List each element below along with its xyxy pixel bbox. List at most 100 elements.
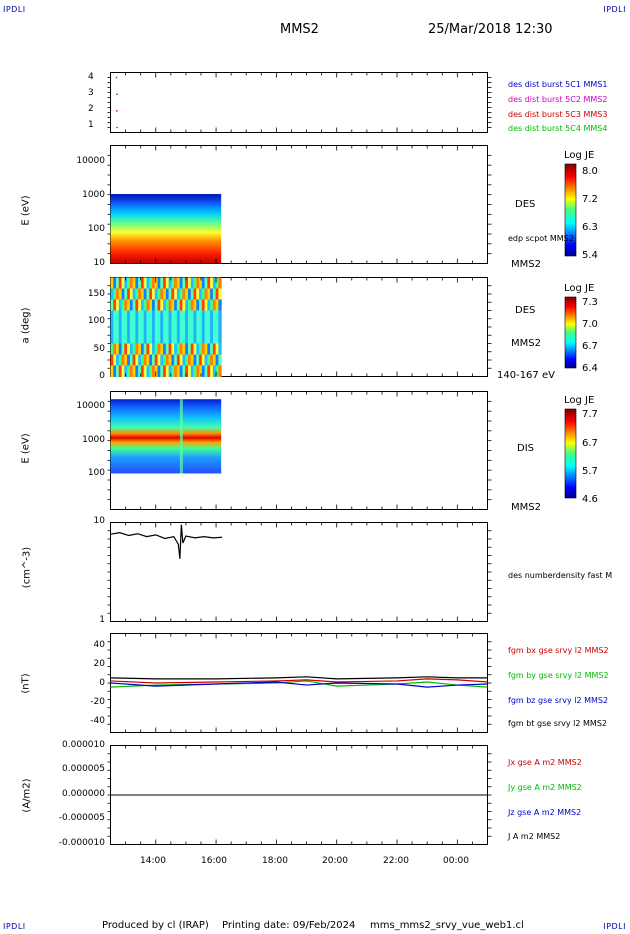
pitch-angle-cell — [190, 277, 195, 289]
pitch-angle-cell — [152, 277, 156, 289]
spacecraft-title: MMS2 — [280, 22, 319, 37]
pitch-angle-cell — [113, 365, 117, 377]
pitch-angle-cell — [132, 332, 136, 344]
panel5-density-line — [110, 524, 223, 559]
pitch-angle-cell — [138, 288, 142, 300]
panel1-point — [116, 110, 118, 112]
pitch-angle-cell — [160, 321, 164, 333]
pitch-angle-cell — [187, 343, 192, 355]
corner-label-top-right: IPDLI — [603, 5, 626, 14]
pitch-angle-cell — [157, 332, 161, 344]
pitch-angle-cell — [127, 288, 131, 300]
pitch-angle-cell — [157, 354, 161, 366]
pitch-angle-cell — [190, 310, 195, 322]
panel5-legend: des numberdensity fast M — [508, 571, 613, 580]
pitch-angle-cell — [201, 299, 206, 311]
pitch-angle-cell — [210, 277, 214, 289]
pitch-angle-cell — [163, 365, 167, 377]
pitch-angle-cell — [118, 288, 123, 300]
pitch-angle-cell — [152, 321, 156, 333]
pitch-angle-cell — [182, 277, 186, 289]
pitch-angle-cell — [176, 321, 181, 333]
panel2-ytick-10: 10 — [93, 258, 105, 268]
pitch-angle-cell — [190, 299, 195, 311]
pitch-angle-cell — [138, 343, 142, 355]
pitch-angle-cell — [118, 332, 123, 344]
pitch-angle-cell — [116, 365, 120, 377]
pitch-angle-cell — [215, 310, 219, 322]
pitch-angle-cell — [110, 310, 114, 322]
pitch-angle-cell — [190, 343, 195, 355]
pitch-angle-cell — [176, 354, 181, 366]
panel1-legend-2: des dist burst 5C2 MMS2 — [508, 95, 608, 104]
pitch-angle-cell — [196, 343, 200, 355]
pitch-angle-cell — [218, 343, 222, 355]
panel6-ytick-0: 0 — [99, 678, 105, 688]
pitch-angle-cell — [140, 343, 145, 355]
pitch-angle-cell — [210, 343, 214, 355]
pitch-angle-cell — [174, 321, 178, 333]
pitch-angle-cell — [157, 365, 161, 377]
pitch-angle-cell — [165, 332, 170, 344]
pitch-angle-cell — [204, 321, 208, 333]
pitch-angle-cell — [171, 321, 175, 333]
pitch-angle-cell — [193, 310, 197, 322]
pitch-angle-cell — [160, 288, 164, 300]
pitch-angle-cell — [204, 277, 208, 289]
pitch-angle-cell — [187, 299, 192, 311]
pitch-angle-cell — [146, 354, 150, 366]
pitch-angle-cell — [124, 365, 128, 377]
pitch-angle-cell — [124, 354, 128, 366]
pitch-angle-cell — [199, 288, 203, 300]
pitch-angle-cell — [179, 299, 183, 311]
xtick-0000: 00:00 — [443, 856, 469, 866]
pitch-angle-cell — [124, 288, 128, 300]
pitch-angle-cell — [113, 288, 117, 300]
pitch-angle-cell — [174, 343, 178, 355]
colorbar-3-title: Log JE — [564, 395, 595, 406]
pitch-angle-cell — [168, 365, 172, 377]
footer-produced-by: Produced by cl (IRAP) — [102, 920, 209, 931]
pitch-angle-cell — [174, 365, 178, 377]
pitch-angle-cell — [127, 310, 131, 322]
panel7-ytick-p10: 0.000010 — [62, 740, 105, 750]
pitch-angle-cell — [116, 288, 120, 300]
pitch-angle-cell — [215, 343, 219, 355]
pitch-angle-cell — [196, 288, 200, 300]
panel6-legend-bx: fgm bx gse srvy l2 MMS2 — [508, 646, 609, 655]
pitch-angle-cell — [118, 354, 123, 366]
colorbar-3 — [564, 408, 577, 499]
pitch-angle-cell — [160, 365, 164, 377]
pitch-angle-cell — [135, 321, 139, 333]
pitch-angle-cell — [138, 310, 142, 322]
pitch-angle-cell — [110, 354, 114, 366]
pitch-angle-cell — [212, 354, 217, 366]
corner-label-bottom-right: IPDLI — [603, 922, 626, 931]
panel1-ytick-2: 2 — [88, 104, 94, 114]
panel3-ytick-150: 150 — [87, 289, 105, 299]
pitch-angle-cell — [212, 343, 217, 355]
pitch-angle-cell — [116, 332, 120, 344]
pitch-angle-cell — [201, 332, 206, 344]
panel4-ytick-10000: 10000 — [76, 401, 105, 411]
pitch-angle-cell — [190, 288, 195, 300]
pitch-angle-cell — [124, 321, 128, 333]
pitch-angle-cell — [187, 277, 192, 289]
datetime-title: 25/Mar/2018 12:30 — [428, 22, 553, 37]
panel1-point — [116, 93, 118, 95]
pitch-angle-cell — [165, 310, 170, 322]
pitch-angle-cell — [129, 310, 134, 322]
pitch-angle-cell — [160, 343, 164, 355]
pitch-angle-cell — [207, 332, 211, 344]
pitch-angle-cell — [218, 277, 222, 289]
pitch-angle-cell — [140, 310, 145, 322]
pitch-angle-cell — [179, 343, 183, 355]
pitch-angle-cell — [132, 277, 136, 289]
pitch-angle-cell — [163, 299, 167, 311]
pitch-angle-cell — [154, 321, 159, 333]
pitch-angle-cell — [215, 354, 219, 366]
pitch-angle-cell — [174, 332, 178, 344]
pitch-angle-cell — [212, 299, 217, 311]
pitch-angle-cell — [160, 332, 164, 344]
pitch-angle-cell — [143, 288, 147, 300]
